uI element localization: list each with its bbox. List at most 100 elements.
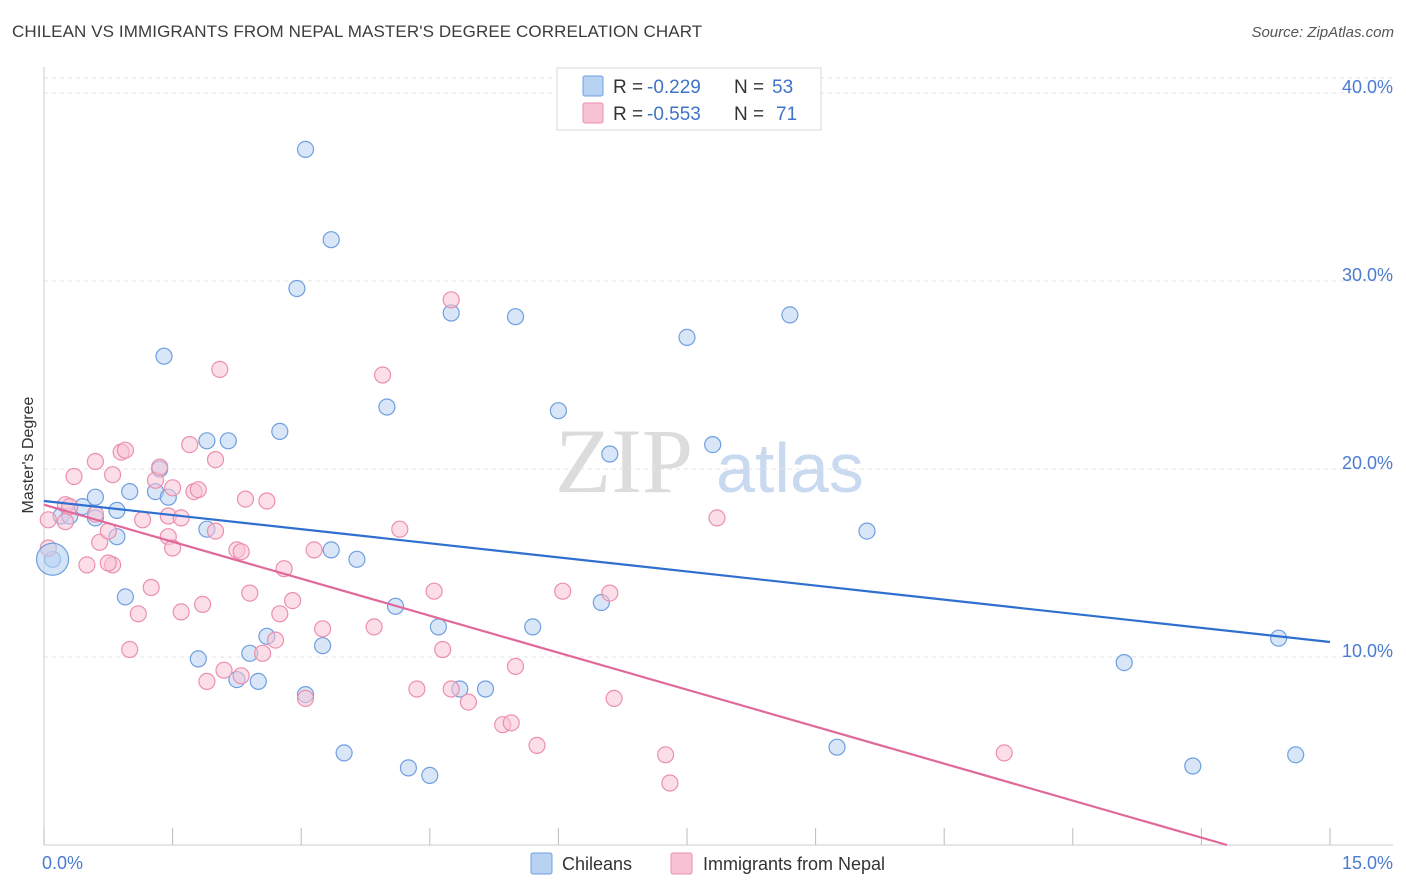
- y-tick-labels: 10.0% 20.0% 30.0% 40.0%: [1342, 77, 1393, 661]
- point-chileans: [781, 306, 799, 324]
- point-nepal: [374, 366, 392, 384]
- legend-label-nepal: Immigrants from Nepal: [703, 854, 885, 874]
- stats-n-label-nepal: N =: [734, 104, 764, 125]
- point-nepal: [459, 693, 477, 711]
- x-tick-label-max: 15.0%: [1342, 853, 1393, 873]
- trend-lines: [43, 499, 1331, 847]
- y-tick-label: 40.0%: [1342, 77, 1393, 97]
- watermark-zip: ZIP: [555, 410, 693, 512]
- point-chileans: [322, 541, 340, 559]
- point-chileans: [198, 432, 216, 450]
- stats-swatch-nepal: [582, 102, 604, 124]
- point-chileans: [1115, 653, 1133, 672]
- point-nepal: [601, 584, 619, 602]
- point-nepal: [258, 492, 276, 510]
- y-tick-label: 10.0%: [1342, 641, 1393, 661]
- stats-n-value-nepal: 71: [776, 104, 797, 125]
- point-nepal: [78, 556, 96, 574]
- point-nepal: [528, 736, 546, 755]
- point-nepal: [365, 618, 383, 636]
- legend-label-chileans: Chileans: [562, 854, 632, 874]
- point-nepal: [995, 744, 1013, 762]
- stats-r-label-nepal: R =: [613, 104, 643, 125]
- point-nepal: [142, 578, 160, 597]
- point-nepal: [434, 640, 452, 659]
- point-nepal: [181, 436, 199, 454]
- point-chileans: [378, 398, 396, 416]
- point-nepal: [296, 689, 315, 708]
- legend-swatch-chileans: [530, 852, 553, 875]
- point-nepal: [65, 467, 83, 486]
- point-nepal: [151, 458, 169, 476]
- point-nepal: [198, 672, 216, 691]
- point-nepal: [554, 582, 572, 600]
- point-nepal: [236, 490, 255, 508]
- point-chileans: [1184, 757, 1202, 775]
- point-nepal: [305, 541, 323, 559]
- point-nepal: [206, 522, 225, 540]
- point-chileans: [858, 522, 876, 540]
- point-chileans-large: [35, 542, 70, 576]
- point-nepal: [129, 605, 147, 623]
- point-chileans: [219, 432, 237, 450]
- point-chileans: [678, 328, 696, 346]
- point-nepal: [121, 640, 139, 659]
- point-nepal: [194, 595, 212, 614]
- axes: [43, 67, 1393, 846]
- point-nepal: [266, 631, 285, 649]
- stats-box: R = -0.229 N = 53 R = -0.553 N = 71: [556, 67, 822, 131]
- point-chileans: [116, 588, 135, 606]
- point-nepal: [502, 714, 520, 732]
- x-ticks: [43, 828, 1331, 845]
- point-nepal: [442, 291, 460, 309]
- chart-title: CHILEAN VS IMMIGRANTS FROM NEPAL MASTER'…: [12, 22, 703, 41]
- point-chileans: [549, 402, 568, 420]
- point-nepal: [314, 620, 332, 638]
- y-tick-label: 20.0%: [1342, 453, 1393, 473]
- stats-r-label-chileans: R =: [613, 77, 643, 98]
- point-chileans: [121, 483, 139, 501]
- stats-r-value-chileans: -0.229: [647, 77, 701, 98]
- point-nepal: [172, 603, 190, 621]
- point-chileans: [249, 672, 267, 691]
- watermark-atlas: atlas: [716, 429, 864, 507]
- point-chileans: [296, 140, 315, 158]
- point-chileans: [288, 279, 306, 298]
- point-nepal: [656, 746, 675, 764]
- point-chileans: [1287, 746, 1305, 764]
- point-nepal: [605, 689, 623, 708]
- point-nepal: [56, 513, 75, 531]
- legend: Chileans Immigrants from Nepal: [530, 852, 885, 875]
- point-chileans: [322, 231, 340, 249]
- source-credit: Source: ZipAtlas.com: [1251, 24, 1394, 41]
- point-chileans: [828, 738, 846, 756]
- legend-swatch-nepal: [670, 852, 693, 875]
- point-chileans: [1269, 629, 1288, 647]
- point-chileans: [155, 347, 173, 365]
- stats-swatch-chileans: [582, 75, 604, 97]
- trend-line-nepal: [43, 503, 1228, 847]
- point-nepal: [506, 657, 525, 676]
- point-nepal: [254, 644, 272, 662]
- point-nepal: [425, 582, 443, 600]
- point-chileans: [421, 766, 439, 785]
- point-nepal: [708, 509, 726, 527]
- point-nepal: [661, 774, 679, 792]
- point-chileans: [271, 422, 289, 440]
- point-chileans: [524, 618, 542, 636]
- point-nepal: [189, 481, 207, 499]
- point-nepal: [172, 509, 190, 527]
- point-nepal: [232, 667, 250, 685]
- point-nepal: [116, 441, 135, 459]
- point-nepal: [103, 466, 122, 484]
- point-nepal: [232, 543, 250, 561]
- point-nepal: [391, 520, 409, 538]
- point-nepal: [99, 554, 117, 572]
- point-chileans: [399, 759, 417, 777]
- point-nepal: [408, 680, 426, 698]
- point-nepal: [284, 591, 302, 610]
- point-chileans: [314, 637, 332, 655]
- point-nepal: [442, 680, 460, 698]
- gridlines: [44, 77, 1393, 658]
